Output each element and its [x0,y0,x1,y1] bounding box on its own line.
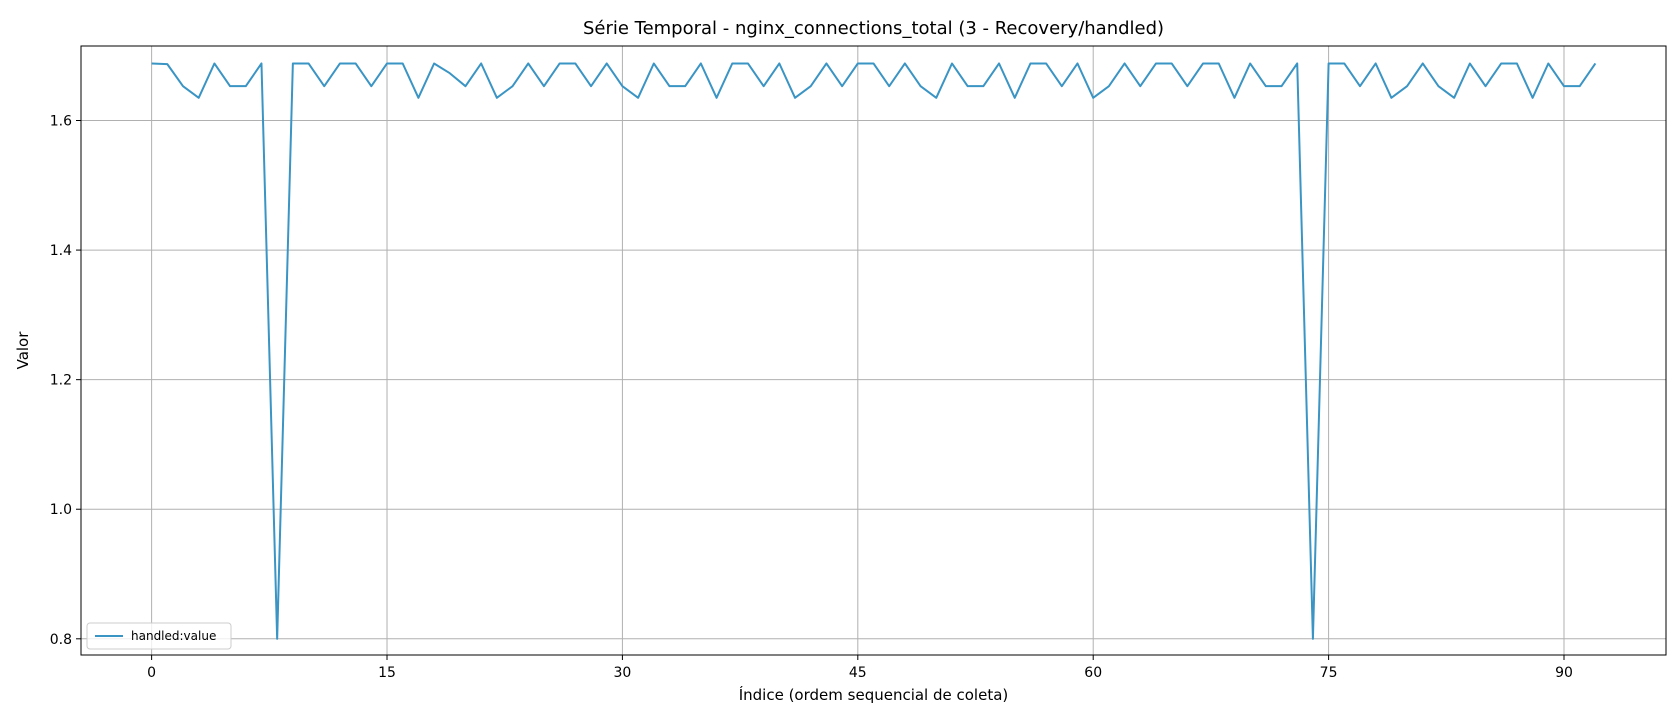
x-tick-label: 30 [613,665,631,681]
legend: handled:value [86,622,232,650]
y-tick-label: 0.8 [50,632,72,648]
series-line [151,62,1597,640]
x-tick-label: 60 [1084,665,1102,681]
x-tick-label: 90 [1555,665,1573,681]
y-tick-label: 1.6 [50,114,72,130]
y-tick-label: 1.2 [50,373,72,389]
legend-box [86,622,232,650]
x-tick-label: 15 [378,665,396,681]
y-axis-label: Valor [14,331,32,370]
series-layer [151,62,1597,640]
y-tick-label: 1.4 [50,243,72,259]
x-tick-label: 45 [849,665,867,681]
x-tick-label: 75 [1320,665,1338,681]
x-tick-label: 0 [147,665,156,681]
grid [81,46,1666,655]
x-axis-label: Índice (ordem sequencial de coleta) [739,685,1009,704]
plot-frame [80,45,1667,656]
ticks: 0 15 30 45 60 75 90 0.8 1.0 1.2 1.4 1.6 [50,114,1573,681]
chart-title: Série Temporal - nginx_connections_total… [583,18,1164,39]
y-tick-label: 1.0 [50,502,72,518]
legend-entry: handled:value [131,629,216,643]
